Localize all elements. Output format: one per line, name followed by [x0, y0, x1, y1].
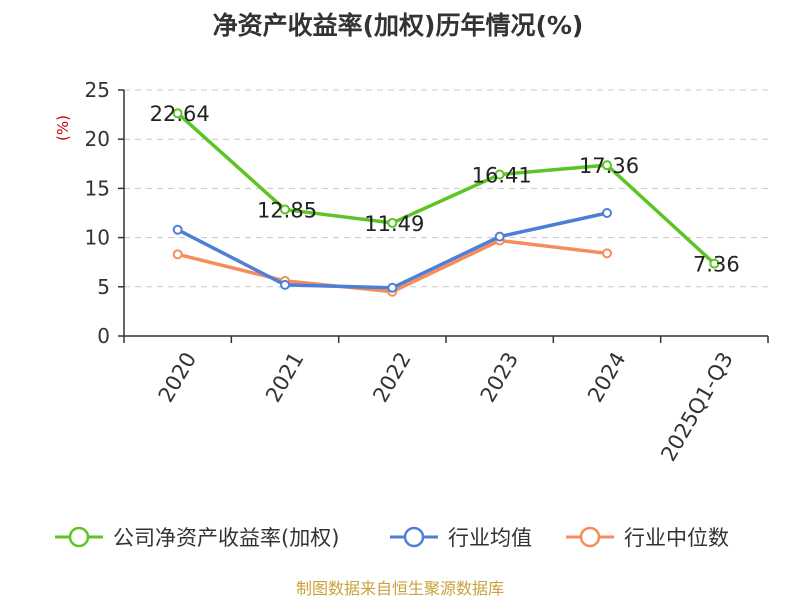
legend-marker — [68, 526, 90, 548]
series-point — [387, 282, 398, 293]
grid-lines — [124, 89, 768, 288]
x-tick-label: 2024 — [583, 348, 631, 406]
data-label: 11.49 — [364, 212, 424, 236]
chart-title: 净资产收益率(加权)历年情况(%) — [213, 11, 584, 40]
series-point — [602, 248, 612, 259]
y-tick-label: 25 — [85, 78, 110, 102]
series-point — [494, 169, 505, 180]
x-tick-label: 2021 — [261, 348, 309, 406]
data-label: 7.36 — [693, 253, 740, 277]
series-point — [387, 217, 398, 228]
series-point — [494, 231, 505, 242]
series-point — [280, 204, 290, 215]
data-label: 22.64 — [150, 102, 210, 126]
legend-label: 公司净资产收益率(加权) — [113, 526, 339, 550]
data-source-note: 制图数据来自恒生聚源数据库 — [296, 579, 504, 598]
series-point — [172, 224, 183, 235]
data-label: 16.41 — [472, 164, 532, 188]
y-tick-label: 15 — [85, 176, 110, 200]
series-point — [602, 208, 612, 218]
data-labels: 22.64 12.85 11.49 16.41 17.36 7.36 — [150, 102, 740, 276]
legend-marker — [579, 526, 601, 548]
legend-label: 行业中位数 — [624, 526, 729, 550]
y-tick-label: 5 — [97, 275, 110, 299]
y-tick-label: 0 — [97, 324, 110, 348]
legend-label: 行业均值 — [448, 526, 532, 550]
y-axis-unit-label: (%) — [54, 115, 72, 141]
series-point — [709, 258, 720, 269]
data-label: 17.36 — [579, 154, 639, 178]
legend: 公司净资产收益率(加权) 行业均值 行业中位数 — [55, 526, 729, 550]
series-point — [280, 279, 290, 290]
data-label: 12.85 — [257, 199, 317, 223]
series-layer — [172, 108, 720, 297]
series-point — [602, 160, 612, 171]
x-tick-label: 2025Q1-Q3 — [656, 348, 738, 465]
series-line — [176, 111, 716, 265]
series-point — [172, 249, 183, 260]
legend-marker — [403, 526, 425, 548]
x-tick-label: 2022 — [368, 348, 416, 406]
x-tick-label: 2020 — [154, 348, 202, 406]
y-tick-label: 20 — [85, 127, 110, 151]
series-point — [172, 108, 183, 119]
x-tick-label: 2023 — [476, 348, 524, 406]
y-tick-label: 10 — [85, 226, 110, 250]
